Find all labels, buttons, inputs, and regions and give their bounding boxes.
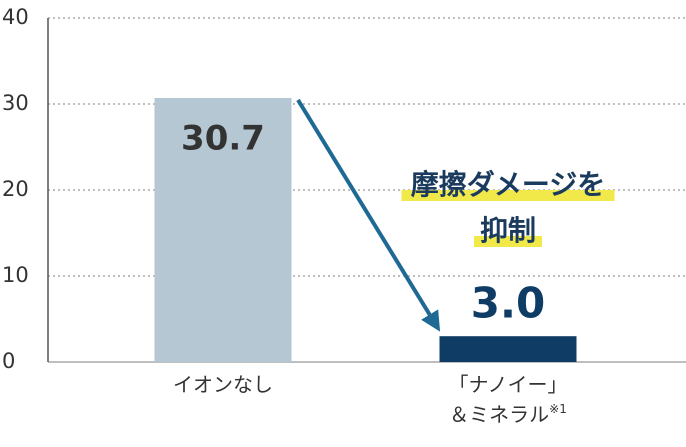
x-tick-label: 「ナノイー」 (449, 373, 568, 397)
highlight (401, 190, 615, 201)
value-label: 3.0 (471, 279, 545, 328)
x-tick-label: ＆ミネラル※1 (449, 402, 567, 427)
y-tick-label: 10 (2, 263, 29, 287)
y-tick-label: 20 (2, 177, 29, 201)
bar (439, 336, 577, 362)
y-tick-label: 40 (2, 5, 29, 29)
value-label: 30.7 (181, 118, 265, 158)
highlight (474, 236, 542, 247)
arrow (296, 98, 441, 332)
annotation: 抑制 (480, 214, 536, 247)
x-tick-label: イオンなし (173, 373, 273, 397)
y-tick-label: 30 (2, 91, 29, 115)
y-tick-label: 0 (2, 349, 15, 373)
bar (154, 97, 292, 362)
category-note: ※1 (549, 402, 567, 416)
annotation: 摩擦ダメージを (411, 168, 606, 201)
